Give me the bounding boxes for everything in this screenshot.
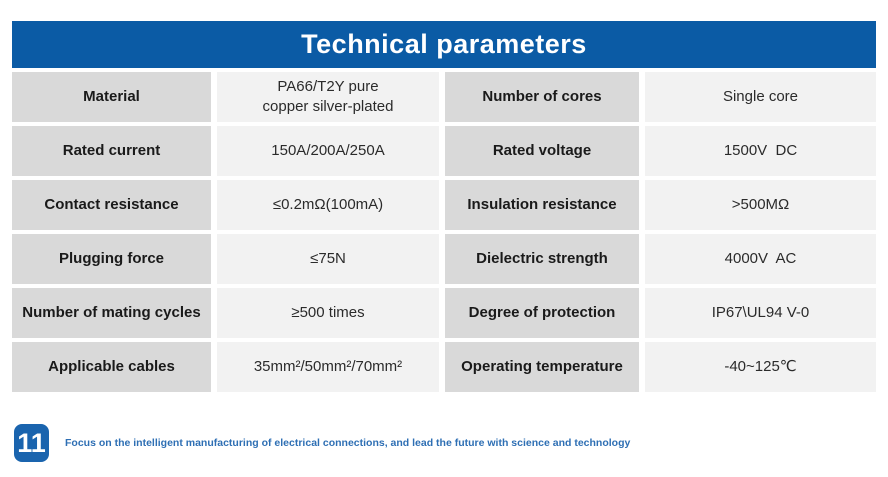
footer: 11 Focus on the intelligent manufacturin… [14, 424, 630, 462]
param-value-dielectric-strength: 4000V AC [645, 234, 876, 284]
param-label-dielectric-strength: Dielectric strength [445, 234, 639, 284]
param-value-rated-current: 150A/200A/250A [217, 126, 439, 176]
param-label-plugging-force: Plugging force [12, 234, 211, 284]
page-number-badge: 11 [14, 424, 49, 462]
footer-tagline: Focus on the intelligent manufacturing o… [65, 437, 631, 449]
param-value-operating-temperature: -40~125℃ [645, 342, 876, 392]
page-title: Technical parameters [301, 29, 587, 59]
title-bar: Technical parameters [12, 21, 876, 68]
param-value-insulation-resistance: >500MΩ [645, 180, 876, 230]
param-value-mating-cycles: ≥500 times [217, 288, 439, 338]
param-label-applicable-cables: Applicable cables [12, 342, 211, 392]
param-label-number-of-cores: Number of cores [445, 72, 639, 122]
param-value-applicable-cables: 35mm²/50mm²/70mm² [217, 342, 439, 392]
param-label-rated-voltage: Rated voltage [445, 126, 639, 176]
param-value-contact-resistance: ≤0.2mΩ(100mA) [217, 180, 439, 230]
param-label-insulation-resistance: Insulation resistance [445, 180, 639, 230]
param-label-degree-of-protection: Degree of protection [445, 288, 639, 338]
param-value-degree-of-protection: IP67\UL94 V-0 [645, 288, 876, 338]
param-value-number-of-cores: Single core [645, 72, 876, 122]
param-label-operating-temperature: Operating temperature [445, 342, 639, 392]
param-label-rated-current: Rated current [12, 126, 211, 176]
parameters-table: Material PA66/T2Y pure copper silver-pla… [12, 72, 876, 392]
param-value-material: PA66/T2Y pure copper silver-plated [217, 72, 439, 122]
param-value-rated-voltage: 1500V DC [645, 126, 876, 176]
param-label-contact-resistance: Contact resistance [12, 180, 211, 230]
param-label-material: Material [12, 72, 211, 122]
param-label-mating-cycles: Number of mating cycles [12, 288, 211, 338]
param-value-plugging-force: ≤75N [217, 234, 439, 284]
